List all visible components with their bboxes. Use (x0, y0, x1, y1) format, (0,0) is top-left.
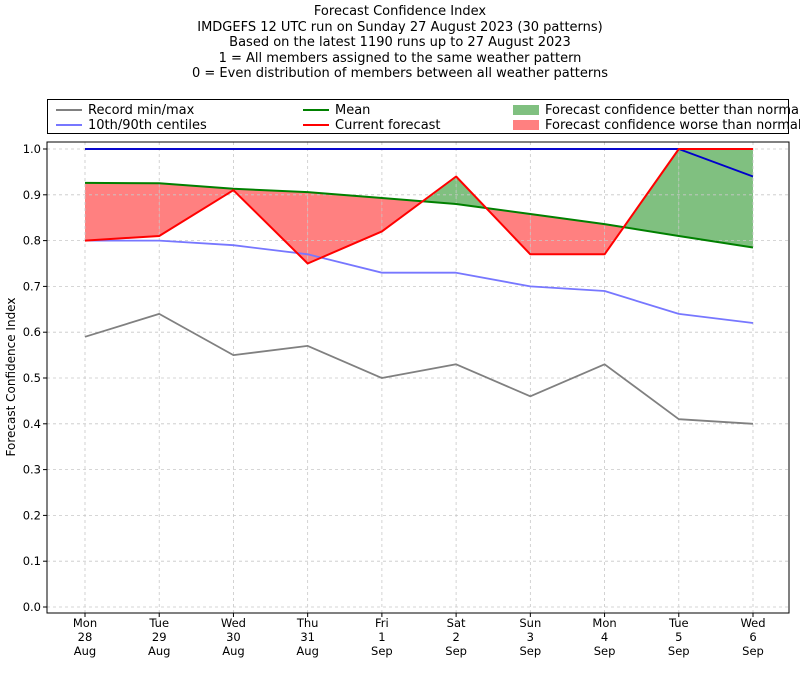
x-tick-label: 3 (527, 630, 534, 644)
legend-label: Record min/max (88, 102, 195, 118)
chart-title: Forecast Confidence Index IMDGEFS 12 UTC… (0, 4, 800, 82)
legend-item-record: Record min/max (56, 102, 194, 118)
x-tick-label: Tue (668, 616, 689, 630)
title-line: Based on the latest 1190 runs up to 27 A… (229, 35, 571, 51)
fill-worse-than-normal (85, 182, 160, 241)
legend-swatch-mean (303, 109, 329, 111)
legend-swatch-current (303, 124, 329, 126)
x-tick-label: Aug (148, 644, 170, 658)
y-tick-label: 0.9 (23, 188, 41, 202)
series-lines (84, 148, 754, 425)
x-tick-label: Sun (519, 616, 541, 630)
y-tick-label: 0.0 (23, 600, 41, 614)
y-axis: 0.0 0.1 0.2 0.3 0.4 0.5 0.6 0.7 0.8 0.9 1.0 (23, 142, 47, 614)
x-tick-label: Aug (222, 644, 244, 658)
legend-item-worse: Forecast confidence worse than normal (513, 117, 800, 133)
legend-label: Forecast confidence worse than normal (545, 117, 800, 133)
x-tick-label: Wed (221, 616, 246, 630)
legend-item-current: Current forecast (303, 117, 441, 133)
fill-better-than-normal (678, 149, 753, 248)
x-tick-label: 30 (226, 630, 241, 644)
series-line-mean (84, 181, 754, 249)
x-tick-label: Sep (594, 644, 616, 658)
series-line-current (84, 148, 753, 265)
x-tick-label: Aug (296, 644, 318, 658)
x-tick-label: 2 (452, 630, 459, 644)
fill-worse-than-normal (307, 192, 382, 264)
x-tick-label: Sep (742, 644, 764, 658)
x-tick-label: 5 (675, 630, 682, 644)
confidence-fills (85, 149, 753, 264)
y-tick-label: 0.6 (23, 325, 41, 339)
x-tick-label: 4 (601, 630, 608, 644)
fill-better-than-normal (623, 149, 679, 236)
y-tick-label: 0.8 (23, 234, 41, 248)
x-tick-label: Mon (73, 616, 97, 630)
y-tick-label: 0.1 (23, 554, 41, 568)
y-axis-label: Forecast Confidence Index (4, 298, 18, 457)
x-tick-label: Fri (375, 616, 389, 630)
legend-swatch-worse (513, 120, 539, 130)
legend-swatch-better (513, 105, 539, 115)
title-line: IMDGEFS 12 UTC run on Sunday 27 August 2… (197, 19, 603, 35)
y-tick-label: 1.0 (23, 142, 41, 156)
x-tick-label: 1 (378, 630, 385, 644)
y-tick-label: 0.2 (23, 508, 41, 522)
x-tick-label: Sep (519, 644, 541, 658)
x-tick-label: 6 (749, 630, 756, 644)
chart-legend: Record min/max 10th/90th centiles Mean C… (47, 99, 800, 134)
x-tick-label: 29 (152, 630, 167, 644)
x-tick-label: Aug (74, 644, 96, 658)
title-line: 1 = All members assigned to the same wea… (218, 50, 582, 66)
fill-worse-than-normal (530, 214, 605, 255)
x-tick-label: Wed (740, 616, 765, 630)
x-tick-label: 28 (78, 630, 93, 644)
x-tick-label: Sep (371, 644, 393, 658)
legend-label: Current forecast (335, 117, 441, 133)
y-tick-label: 0.7 (23, 279, 41, 293)
y-tick-label: 0.3 (23, 463, 41, 477)
x-axis: Mon28AugTue29AugWed30AugThu31AugFri1SepS… (73, 613, 766, 658)
x-tick-label: Thu (296, 616, 319, 630)
legend-label: Forecast confidence better than normal (545, 102, 800, 118)
x-tick-label: Sat (447, 616, 466, 630)
x-tick-label: Sep (445, 644, 467, 658)
y-tick-label: 0.4 (23, 417, 41, 431)
fill-worse-than-normal (159, 183, 234, 236)
legend-swatch-record (56, 109, 82, 111)
legend-label: 10th/90th centiles (88, 117, 207, 133)
series-line-record-max (85, 148, 754, 178)
x-tick-label: Mon (592, 616, 616, 630)
y-tick-label: 0.5 (23, 371, 41, 385)
title-line: Forecast Confidence Index (313, 4, 487, 19)
x-tick-label: Sep (668, 644, 690, 658)
x-tick-label: Tue (148, 616, 169, 630)
x-tick-label: 31 (300, 630, 315, 644)
legend-item-better: Forecast confidence better than normal (513, 102, 800, 118)
legend-label: Mean (335, 102, 371, 118)
series-line-record-min (84, 313, 754, 425)
legend-swatch-centiles (56, 124, 82, 126)
legend-item-mean: Mean (303, 102, 370, 118)
legend-item-centiles: 10th/90th centiles (56, 117, 207, 133)
series-line-centile-10 (85, 239, 754, 324)
title-line: 0 = Even distribution of members between… (191, 66, 609, 82)
